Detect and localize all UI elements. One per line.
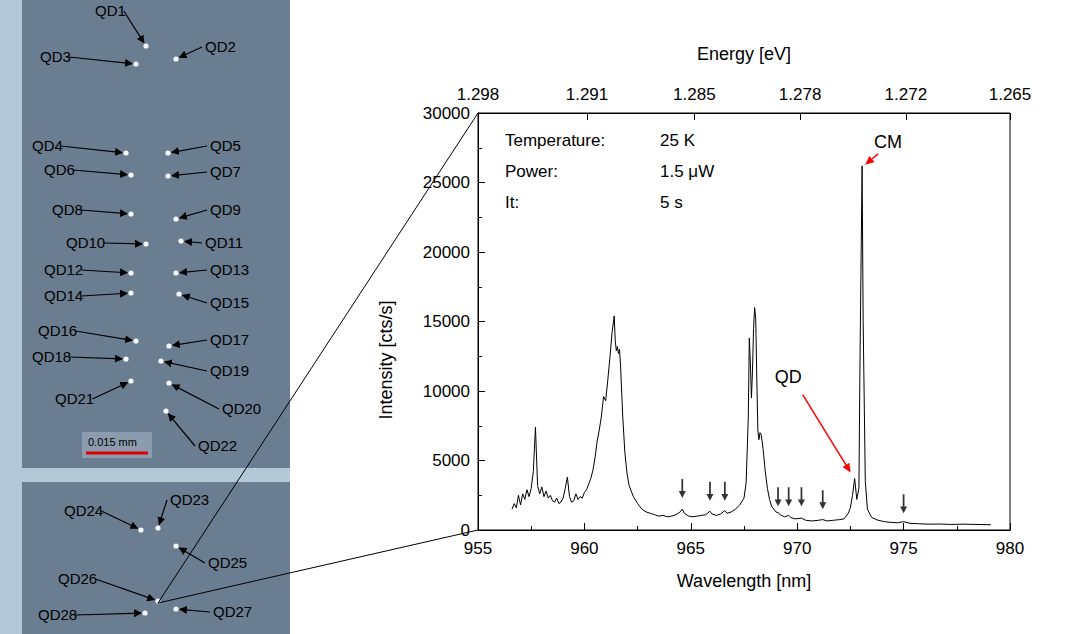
svg-text:QD26: QD26 — [58, 570, 97, 587]
svg-text:QD15: QD15 — [210, 294, 249, 311]
svg-text:1.278: 1.278 — [779, 85, 822, 104]
svg-text:1.5 μW: 1.5 μW — [660, 162, 714, 181]
svg-text:QD22: QD22 — [198, 437, 237, 454]
svg-text:QD: QD — [775, 367, 802, 387]
svg-text:955: 955 — [464, 539, 492, 558]
svg-text:960: 960 — [570, 539, 598, 558]
svg-text:25000: 25000 — [423, 173, 470, 192]
svg-text:QD2: QD2 — [205, 38, 236, 55]
svg-text:QD3: QD3 — [40, 48, 71, 65]
svg-text:1.272: 1.272 — [885, 85, 928, 104]
svg-text:QD23: QD23 — [170, 491, 209, 508]
svg-text:5 s: 5 s — [660, 193, 683, 212]
svg-text:QD21: QD21 — [55, 390, 94, 407]
svg-text:Intensity [cts/s]: Intensity [cts/s] — [376, 300, 396, 419]
svg-text:QD9: QD9 — [210, 201, 241, 218]
svg-text:1.265: 1.265 — [989, 85, 1032, 104]
svg-text:QD19: QD19 — [210, 362, 249, 379]
svg-text:QD4: QD4 — [32, 137, 63, 154]
svg-text:30000: 30000 — [423, 104, 470, 123]
svg-text:15000: 15000 — [423, 312, 470, 331]
svg-text:QD8: QD8 — [52, 201, 83, 218]
svg-text:QD6: QD6 — [44, 161, 75, 178]
svg-text:975: 975 — [889, 539, 917, 558]
svg-text:QD27: QD27 — [213, 603, 252, 620]
svg-text:Power:: Power: — [505, 162, 558, 181]
svg-text:Wavelength [nm]: Wavelength [nm] — [677, 571, 811, 591]
svg-text:QD10: QD10 — [66, 234, 105, 251]
svg-text:980: 980 — [996, 539, 1024, 558]
svg-text:It:: It: — [505, 193, 519, 212]
svg-text:0.015 mm: 0.015 mm — [88, 436, 137, 448]
svg-text:QD14: QD14 — [44, 287, 83, 304]
svg-text:0: 0 — [461, 521, 470, 540]
svg-text:QD7: QD7 — [210, 163, 241, 180]
svg-text:QD28: QD28 — [38, 606, 77, 623]
svg-text:QD12: QD12 — [44, 261, 83, 278]
svg-text:Energy [eV]: Energy [eV] — [697, 44, 791, 64]
svg-text:20000: 20000 — [423, 243, 470, 262]
svg-text:25 K: 25 K — [660, 131, 696, 150]
svg-text:QD18: QD18 — [32, 348, 71, 365]
svg-text:QD5: QD5 — [210, 137, 241, 154]
svg-text:QD13: QD13 — [210, 261, 249, 278]
svg-text:970: 970 — [783, 539, 811, 558]
svg-text:QD11: QD11 — [205, 234, 243, 251]
svg-text:QD24: QD24 — [64, 502, 103, 519]
svg-text:CM: CM — [874, 132, 902, 152]
svg-text:5000: 5000 — [432, 451, 470, 470]
svg-text:QD17: QD17 — [210, 331, 249, 348]
svg-text:1.298: 1.298 — [457, 85, 500, 104]
svg-text:1.285: 1.285 — [673, 85, 716, 104]
svg-text:10000: 10000 — [423, 382, 470, 401]
svg-text:1.291: 1.291 — [566, 85, 609, 104]
svg-text:Temperature:: Temperature: — [505, 131, 605, 150]
svg-text:QD1: QD1 — [95, 2, 126, 19]
svg-text:QD20: QD20 — [222, 400, 261, 417]
svg-text:QD25: QD25 — [208, 554, 247, 571]
svg-text:965: 965 — [677, 539, 705, 558]
svg-text:QD16: QD16 — [38, 322, 77, 339]
